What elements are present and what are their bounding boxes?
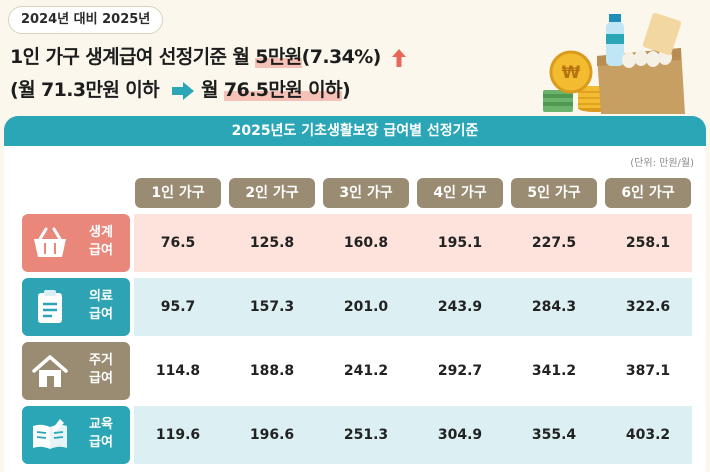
table-title: 2025년도 기초생활보장 급여별 선정기준 — [4, 116, 706, 146]
table-cell: 341.2 — [531, 363, 577, 379]
shopping-basket-icon — [34, 227, 66, 257]
medical-clipboard-icon — [38, 290, 62, 323]
table-cell: 195.1 — [437, 235, 483, 251]
table-cell: 322.6 — [625, 299, 671, 315]
house-icon — [32, 355, 68, 387]
table-cell: 241.2 — [343, 363, 389, 379]
column-header-3: 3인 가구 — [323, 178, 409, 208]
table-cell: 403.2 — [625, 427, 671, 443]
headline-suffix: (7.34%) — [301, 46, 382, 68]
table-cell: 76.5 — [160, 235, 196, 251]
table-cell: 251.3 — [343, 427, 389, 443]
grocery-money-illustration: ₩ — [543, 13, 685, 114]
table-cell: 114.8 — [155, 363, 201, 379]
column-header-4: 4인 가구 — [417, 178, 503, 208]
table-cell: 387.1 — [625, 363, 671, 379]
table-unit: (단위: 만원/월) — [630, 158, 694, 169]
column-header-1: 1인 가구 — [135, 178, 221, 208]
table-cell: 304.9 — [437, 427, 483, 443]
table-cell: 243.9 — [437, 299, 483, 315]
table-cell: 157.3 — [249, 299, 295, 315]
table-cell: 284.3 — [531, 299, 577, 315]
table-cell: 125.8 — [249, 235, 295, 251]
table-cell: 119.6 — [155, 427, 201, 443]
table-cell: 196.6 — [249, 427, 295, 443]
eggs-icon — [622, 49, 672, 68]
table-cell: 201.0 — [343, 299, 389, 315]
won-coin-icon: ₩ — [549, 50, 593, 94]
new-criteria-prefix: 월 — [201, 79, 224, 101]
table-cell: 160.8 — [343, 235, 389, 251]
new-criteria-highlight: 76.5만원 이하 — [223, 79, 343, 101]
table-cell: 188.8 — [249, 363, 295, 379]
table-cell: 292.7 — [437, 363, 483, 379]
previous-criteria: (월 71.3만원 이하 — [10, 79, 160, 101]
new-criteria-suffix: ) — [341, 79, 351, 101]
column-header-2: 2인 가구 — [229, 178, 315, 208]
water-bottle-icon — [606, 14, 624, 66]
table-row-education: 119.6 196.6 251.3 304.9 355.4 403.2 — [134, 406, 692, 464]
table-row-medical: 95.7 157.3 201.0 243.9 284.3 322.6 — [134, 278, 692, 336]
table-cell: 355.4 — [531, 427, 577, 443]
cash-stack-icon — [543, 90, 573, 112]
criteria-table-panel: 2025년도 기초생활보장 급여별 선정기준 (단위: 만원/월) 1인 가구 … — [4, 116, 706, 472]
column-header-5: 5인 가구 — [511, 178, 597, 208]
column-header-6: 6인 가구 — [605, 178, 691, 208]
headline-prefix: 1인 가구 생계급여 선정기준 월 — [10, 46, 256, 68]
row-label-top: 생계 — [89, 225, 113, 240]
table-cell: 95.7 — [160, 299, 196, 315]
row-label-top: 교육 — [89, 417, 113, 432]
row-label-top: 주거 — [89, 353, 113, 368]
criteria-change-line: (월 71.3만원 이하 월 76.5만원 이하) — [10, 75, 351, 102]
up-arrow-icon — [391, 48, 406, 67]
headline-highlight: 5만원 — [255, 46, 302, 68]
headline: 1인 가구 생계급여 선정기준 월 5만원(7.34%) — [10, 42, 407, 69]
row-label-top: 의료 — [89, 289, 113, 304]
table-row-housing: 114.8 188.8 241.2 292.7 341.2 387.1 — [134, 342, 692, 400]
svg-text:₩: ₩ — [562, 63, 581, 83]
row-label-bottom: 급여 — [89, 307, 113, 322]
table-row-livelihood: 76.5 125.8 160.8 195.1 227.5 258.1 — [134, 214, 692, 272]
table-cell: 258.1 — [625, 235, 671, 251]
row-label-bottom: 급여 — [89, 243, 113, 258]
table-cell: 227.5 — [531, 235, 577, 251]
row-label-bottom: 급여 — [89, 435, 113, 450]
right-arrow-icon — [172, 81, 195, 100]
bread-icon — [642, 13, 682, 55]
row-label-bottom: 급여 — [89, 371, 113, 386]
year-comparison-badge: 2024년 대비 2025년 — [8, 6, 164, 34]
open-book-icon — [33, 419, 67, 449]
